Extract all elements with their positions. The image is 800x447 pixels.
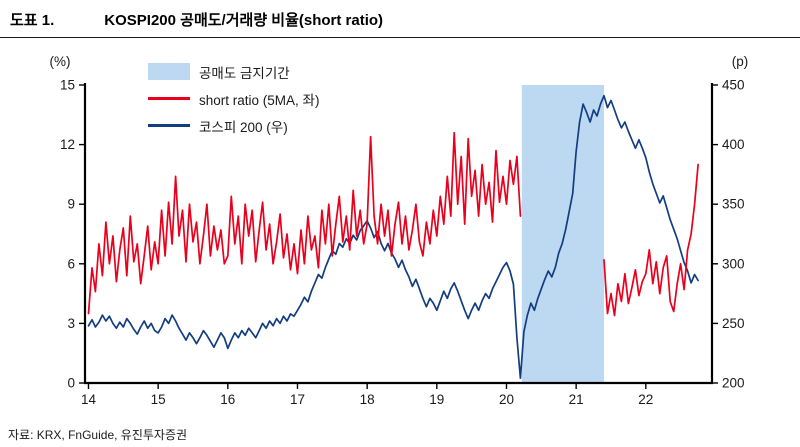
svg-text:12: 12 — [60, 137, 75, 152]
svg-text:20: 20 — [499, 392, 514, 407]
svg-text:15: 15 — [151, 392, 166, 407]
svg-text:17: 17 — [290, 392, 305, 407]
short-ratio-line-swatch — [148, 97, 190, 100]
kospi200-line-swatch — [148, 124, 190, 127]
svg-text:300: 300 — [722, 256, 745, 271]
source-note: 자료: KRX, FnGuide, 유진투자증권 — [8, 428, 188, 442]
figure-title: KOSPI200 공매도/거래량 비율(short ratio) — [104, 12, 384, 29]
legend-item-ban-period: 공매도 금지기간 — [148, 58, 319, 85]
ban-period-swatch — [148, 63, 190, 80]
svg-text:6: 6 — [67, 256, 75, 271]
report-header: 도표 1. KOSPI200 공매도/거래량 비율(short ratio) — [0, 0, 800, 38]
legend-item-short-ratio: short ratio (5MA, 좌) — [148, 85, 319, 112]
svg-text:350: 350 — [722, 197, 745, 212]
svg-text:450: 450 — [722, 78, 745, 93]
svg-text:3: 3 — [67, 316, 75, 331]
svg-text:250: 250 — [722, 316, 745, 331]
svg-text:9: 9 — [67, 197, 75, 212]
svg-text:400: 400 — [722, 137, 745, 152]
svg-text:0: 0 — [67, 376, 75, 391]
svg-text:18: 18 — [360, 392, 375, 407]
legend-item-kospi200: 코스피 200 (우) — [148, 112, 319, 139]
legend-label-ban-period: 공매도 금지기간 — [199, 65, 290, 81]
figure-label: 도표 1. — [10, 12, 55, 29]
legend-label-short-ratio: short ratio (5MA, 좌) — [199, 92, 320, 108]
svg-text:22: 22 — [638, 392, 653, 407]
left-axis-unit-label: (%) — [49, 54, 71, 69]
svg-text:16: 16 — [220, 392, 235, 407]
svg-text:200: 200 — [722, 376, 745, 391]
right-axis-unit-label: (p) — [731, 54, 749, 69]
svg-text:19: 19 — [429, 392, 444, 407]
svg-text:14: 14 — [81, 392, 97, 407]
chart-legend: 공매도 금지기간 short ratio (5MA, 좌) 코스피 200 (우… — [148, 58, 319, 139]
svg-text:15: 15 — [60, 78, 75, 93]
legend-label-kospi200: 코스피 200 (우) — [199, 119, 288, 135]
svg-text:21: 21 — [569, 392, 584, 407]
